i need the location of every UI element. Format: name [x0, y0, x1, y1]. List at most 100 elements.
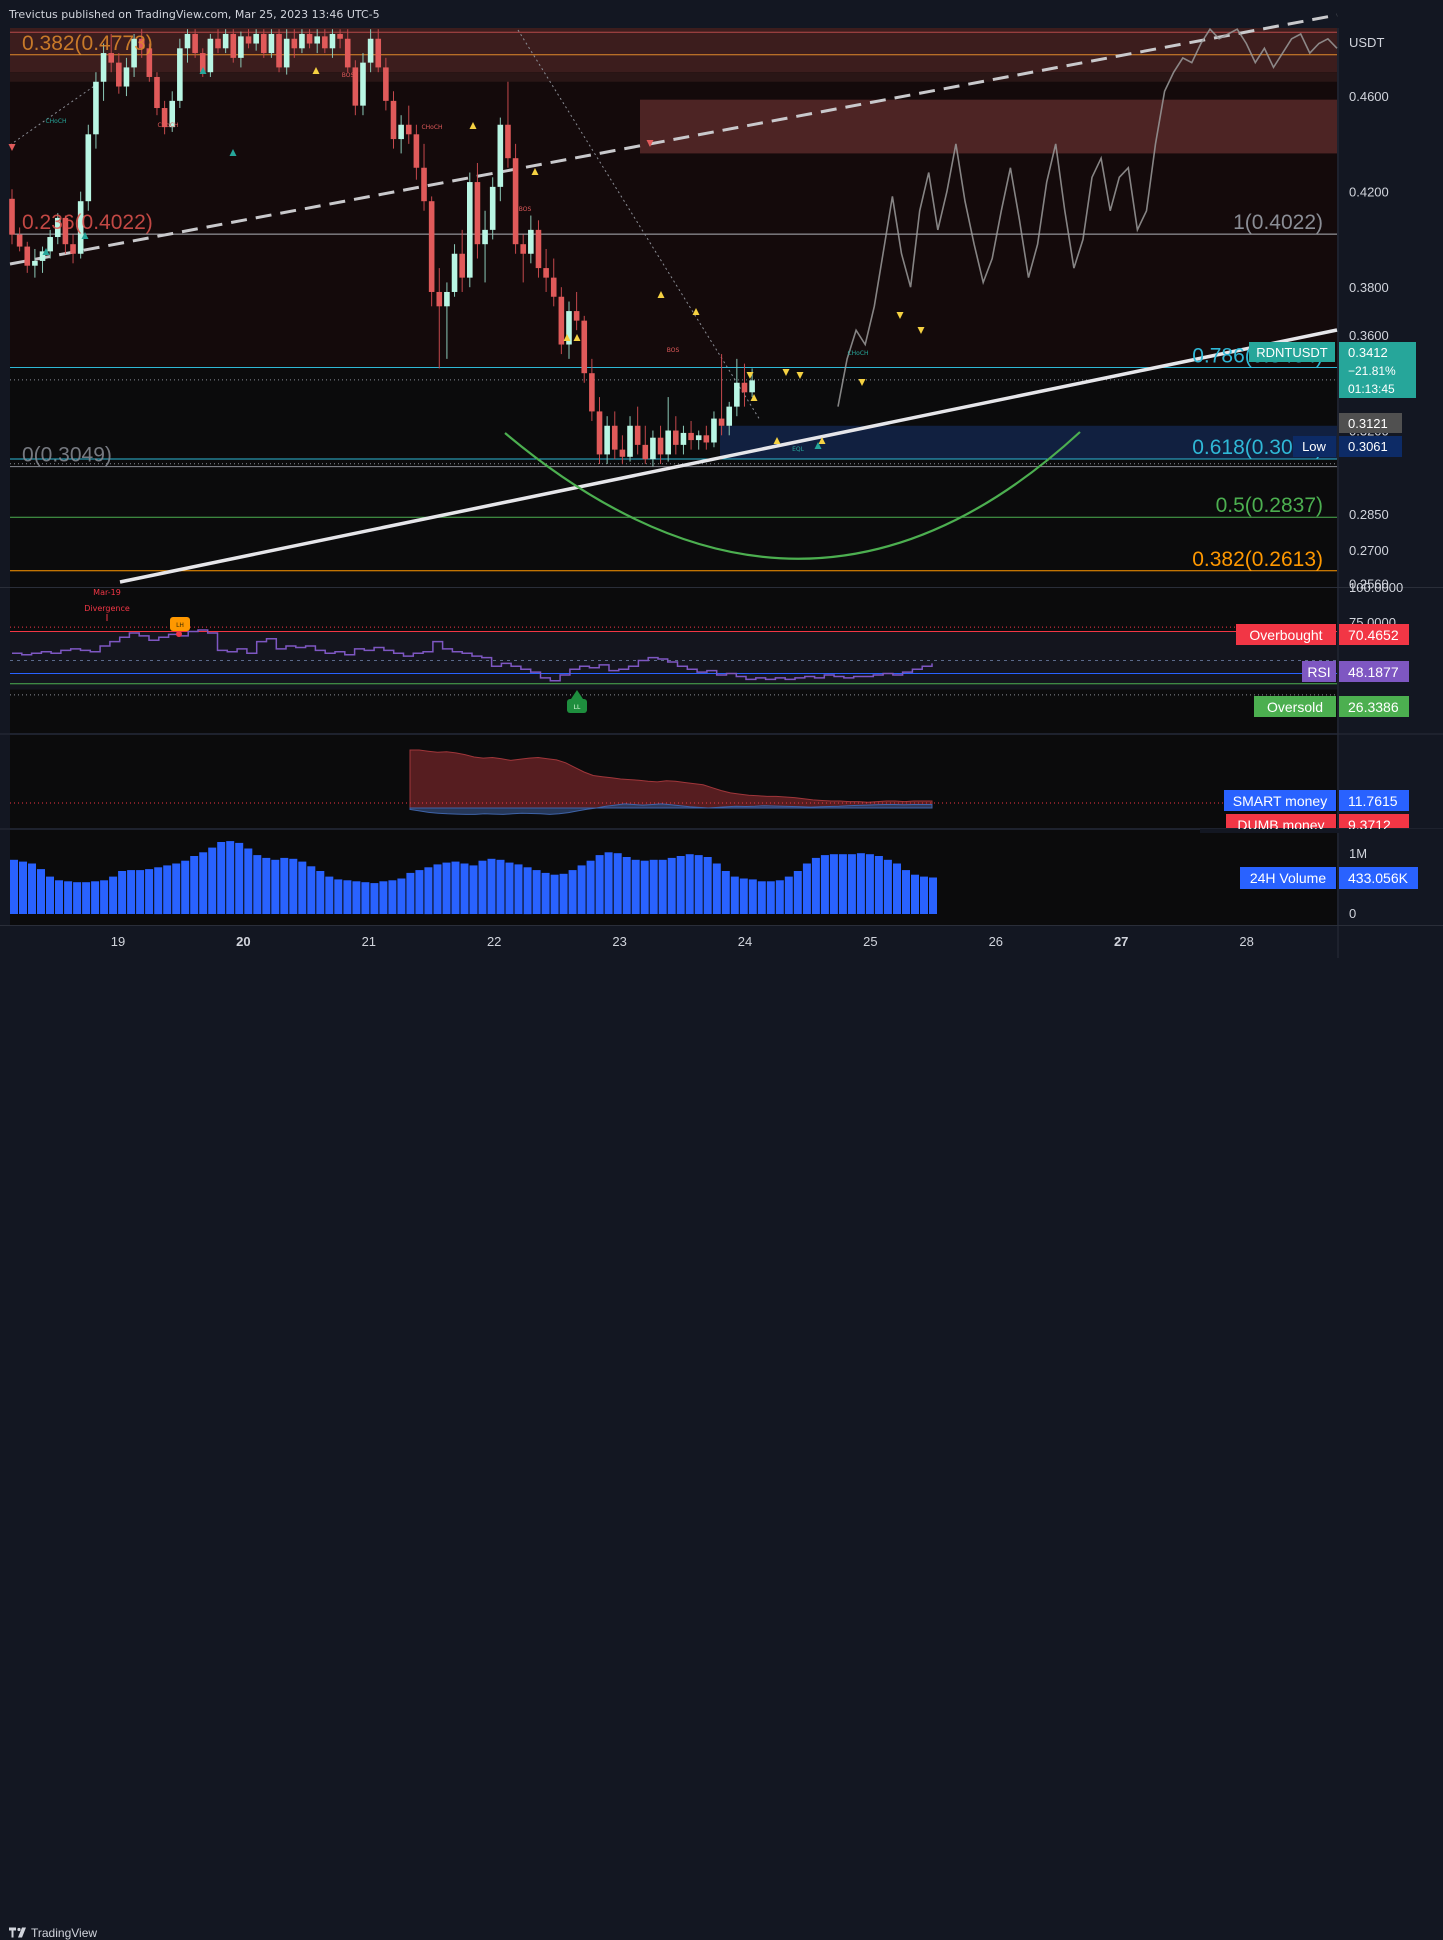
fib-label: 0.5(0.2837) [1216, 494, 1323, 517]
currency-label: USDT [1349, 35, 1384, 50]
candle-body [337, 33, 343, 39]
candle-body [177, 48, 183, 101]
volume-bar [82, 882, 91, 914]
candle-body [291, 38, 298, 49]
candle-body [505, 124, 511, 159]
projected-path [837, 27, 1338, 407]
last-price-label-bg [1249, 342, 1335, 362]
volume-bar [352, 881, 361, 914]
volume-bar [721, 871, 730, 914]
volume-bar [793, 871, 802, 914]
candle-body [650, 437, 656, 460]
triangle-down-marker [917, 327, 925, 334]
candle-body [62, 217, 69, 245]
rsi-ll-arrow [571, 690, 583, 699]
volume-bar [911, 874, 919, 914]
volume-bar [370, 883, 379, 914]
volume-bar [91, 881, 100, 914]
volume-bar [343, 880, 352, 914]
time-axis-tick: 26 [989, 934, 1003, 949]
volume-bar [271, 859, 280, 914]
smart-money-pane [10, 749, 1337, 815]
candle-body [634, 425, 641, 445]
time-axis-tick: 19 [111, 934, 125, 949]
fib-label: 1(0.4022) [1233, 211, 1323, 234]
candle-body [558, 296, 565, 345]
volume-bar [902, 870, 910, 914]
volume-bar [172, 863, 181, 914]
volume-bar [217, 842, 226, 914]
volume-bar [361, 882, 370, 914]
tradingview-logo[interactable]: TradingView [9, 1926, 97, 1940]
candle-body [512, 158, 519, 245]
volume-bar [703, 857, 712, 914]
candle-body [589, 373, 595, 412]
volume-bar [748, 879, 757, 914]
last-price-value: 0.3412 [1348, 345, 1388, 360]
top-bar: Trevictus published on TradingView.com, … [0, 0, 1443, 28]
chart-annotation: CHoCH [847, 350, 868, 357]
upper-shade [10, 28, 1337, 368]
supply-zone-band [10, 72, 1337, 82]
volume-bar [64, 881, 73, 914]
low-tag-label-bg [1293, 436, 1336, 457]
candle-body [535, 229, 542, 269]
volume-bar [865, 854, 874, 914]
candle-body [344, 38, 351, 68]
money-tag-value-bg [1339, 814, 1409, 828]
volume-bar [46, 876, 54, 914]
candle-body [245, 36, 252, 44]
chart-annotation: BOS [667, 347, 680, 354]
volume-bar [406, 872, 415, 914]
volume-bar [856, 853, 865, 914]
triangle-up-marker [818, 437, 826, 444]
candle-body [230, 33, 237, 58]
rsi-annotation: Divergence [84, 604, 130, 613]
volume-bar [280, 857, 289, 914]
volume-bar [820, 855, 829, 914]
candle-body [528, 229, 534, 254]
rsi-tag-label: Oversold [1267, 699, 1323, 715]
volume-bar [730, 876, 739, 914]
candle-body [222, 33, 229, 49]
volume-bar [685, 854, 694, 914]
price-axis-tick: 0.2560 [1349, 576, 1389, 591]
rsi-tag-label: Overbought [1249, 627, 1322, 643]
volume-bar [10, 859, 18, 914]
candle-body [154, 76, 160, 109]
triangle-up-marker [469, 122, 477, 129]
triangle-down-marker [858, 379, 866, 386]
volume-bar [244, 848, 253, 914]
price-axis-tick: 0.4600 [1349, 89, 1389, 104]
candle-body [489, 186, 496, 230]
chart-canvas[interactable]: BOS CHoCH BOS BOS CHoCH CHoCH EQL CHoCH 0.382(0… [0, 0, 1443, 995]
chart-annotation: CHoCH [421, 124, 442, 131]
volume-bar [208, 847, 217, 914]
candle-body [611, 425, 618, 450]
candle-body [299, 33, 305, 49]
volume-bar [226, 841, 235, 914]
volume-bar [694, 855, 703, 914]
time-axis-tick: 27 [1114, 934, 1128, 949]
candle-body [520, 244, 527, 254]
candle-body [253, 33, 259, 44]
candle-body [375, 38, 382, 68]
volume-bar [514, 864, 523, 914]
candle-body [596, 411, 603, 455]
volume-bar [622, 857, 631, 914]
volume-bar [316, 871, 325, 914]
time-axis-tick: 24 [738, 934, 752, 949]
chart-annotation: EQL [792, 446, 805, 453]
volume-bar [190, 856, 199, 914]
candle-body [383, 67, 389, 101]
volume-bar [838, 854, 847, 914]
clip-strip [1200, 829, 1443, 833]
chart-annotation: BOS [519, 206, 532, 213]
volume-bar [109, 876, 118, 914]
gray-tag-value: 0.3121 [1348, 416, 1388, 431]
volume-bar [802, 863, 811, 914]
candle-body [673, 430, 679, 445]
volume-bar [604, 852, 613, 914]
volume-bar [442, 862, 451, 914]
candle-body [367, 38, 374, 63]
